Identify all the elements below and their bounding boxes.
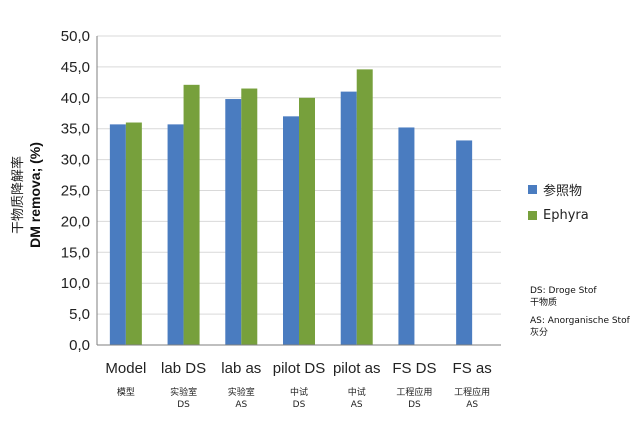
bar-ephyra	[356, 69, 373, 345]
x-tick-sublabel: AS	[466, 400, 478, 410]
y-tick-label: 25,0	[61, 183, 90, 200]
y-tick-label: 5,0	[69, 306, 90, 323]
x-tick-sublabel: 中试	[290, 386, 308, 398]
y-tick-label: 20,0	[61, 213, 90, 230]
bar-ephyra	[183, 84, 200, 346]
y-axis-label-chinese: 干物质降解率	[10, 156, 26, 234]
bar-ephyra	[241, 88, 258, 345]
y-tick-label: 40,0	[61, 90, 90, 107]
y-axis-label: DM remova; (%)	[27, 142, 43, 248]
y-tick-labels: 0,0 5,0 10,0 15,0 20,0 25,0 30,0 35,0 40,0 45,0 50…	[61, 28, 90, 354]
x-tick-sublabel: 模型	[117, 387, 135, 398]
y-tick-label: 50,0	[61, 28, 90, 45]
legend-swatch-ephyra	[528, 211, 537, 220]
x-tick-label: FS as	[453, 360, 492, 377]
x-tick-sublabel: 中试	[348, 386, 366, 398]
y-tick-label: 45,0	[61, 59, 90, 76]
x-tick-label: lab as	[221, 360, 261, 377]
bar-reference	[167, 124, 184, 346]
legend-label-ephyra: Ephyra	[543, 208, 589, 223]
as-note-line1: AS: Anorganische Stof	[530, 316, 630, 326]
x-tick-sublabel: 工程应用	[454, 386, 490, 398]
legend-swatch-reference	[528, 185, 537, 194]
y-tick-label: 30,0	[61, 152, 90, 169]
y-tick-label: 0,0	[69, 337, 90, 354]
x-tick-label: FS DS	[392, 360, 436, 377]
ds-note-line1: DS: Droge Stof	[530, 286, 597, 296]
bar-reference	[456, 140, 473, 345]
as-note: AS: Anorganische Stof 灰分	[530, 315, 630, 339]
x-tick-sublabel: 实验室	[228, 386, 255, 398]
x-tick-sublabel: AS	[351, 400, 363, 410]
y-tick-label: 15,0	[61, 244, 90, 261]
ds-note-line2: 干物质	[530, 298, 558, 308]
bar-reference	[283, 116, 299, 345]
x-tick-sublabel: AS	[235, 400, 247, 410]
bars	[109, 69, 473, 346]
bar-ephyra	[125, 122, 142, 346]
bar-reference	[225, 99, 242, 345]
bar-reference	[398, 127, 415, 346]
legend-label-reference: 参照物	[543, 184, 583, 199]
y-tick-label: 10,0	[61, 275, 90, 292]
x-tick-sublabel: DS	[177, 400, 190, 410]
x-tick-labels: Model 模型 lab DS 实验室 DS lab as 实验室 AS pilot DS 中试 D…	[105, 360, 491, 410]
axes	[96, 36, 501, 346]
ds-note: DS: Droge Stof 干物质	[530, 285, 597, 309]
legend-item-reference: 参照物	[528, 180, 582, 199]
x-tick-label: lab DS	[161, 360, 206, 377]
x-tick-sublabel: DS	[408, 400, 421, 410]
x-tick-sublabel: 实验室	[170, 386, 197, 398]
x-tick-sublabel: 工程应用	[396, 386, 432, 398]
x-tick-sublabel: DS	[293, 400, 306, 410]
y-tick-label: 35,0	[61, 121, 90, 138]
legend-item-ephyra: Ephyra	[528, 208, 589, 223]
x-tick-label: pilot DS	[273, 360, 326, 377]
x-tick-label: Model	[105, 360, 146, 377]
as-note-line2: 灰分	[530, 328, 549, 338]
bar-reference	[109, 124, 126, 346]
x-tick-label: pilot as	[333, 360, 381, 377]
bar-reference	[340, 91, 357, 346]
bar-ephyra	[299, 97, 315, 345]
